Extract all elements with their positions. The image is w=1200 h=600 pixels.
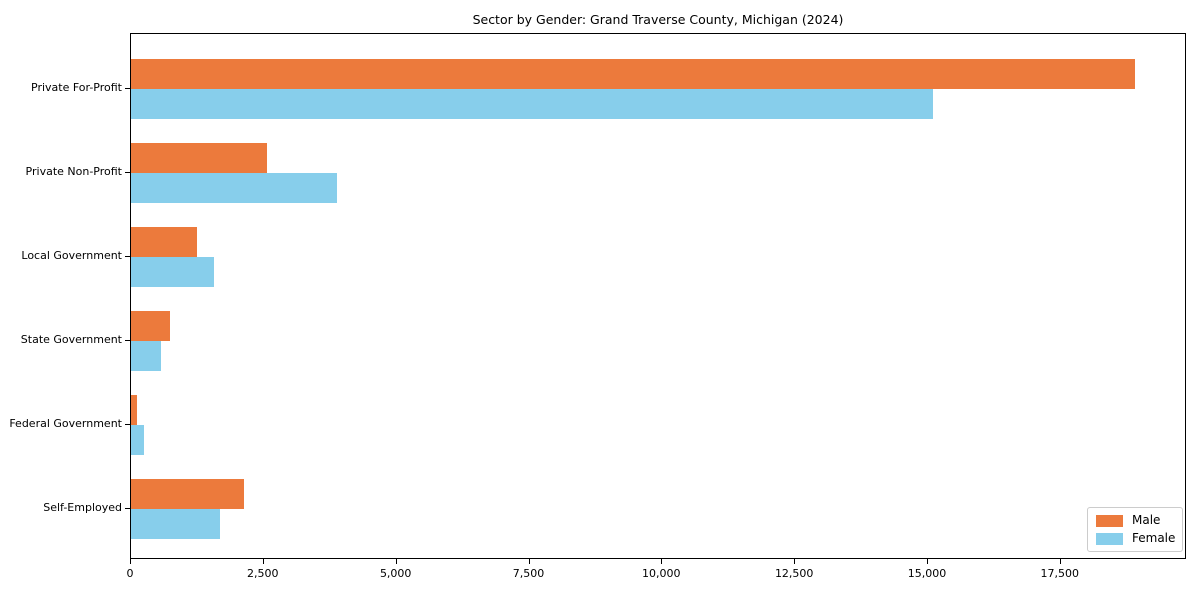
x-tick-label-12500: 12,500 [774,567,814,580]
bar-female-local-government [131,257,214,287]
legend-swatch-female [1096,532,1123,545]
bar-male-federal-government [131,395,137,425]
legend-entry-male: Male [1096,514,1174,527]
bar-female-state-government [131,341,161,371]
bar-male-private-for-profit [131,59,1136,89]
y-tick-label-private-non-profit: Private Non-Profit [25,165,122,178]
y-tick-mark [125,508,130,509]
y-tick-label-local-government: Local Government [21,249,122,262]
y-tick-mark [125,88,130,89]
bar-female-federal-government [131,425,144,455]
bar-female-private-for-profit [131,89,934,119]
x-tick-mark [1059,559,1061,564]
legend: Male Female [1087,507,1183,552]
plot-area [130,33,1186,559]
y-tick-label-federal-government: Federal Government [9,417,122,430]
x-tick-label-2500: 2,500 [247,567,279,580]
y-tick-label-self-employed: Self-Employed [43,501,122,514]
x-tick-mark [130,559,131,564]
legend-entry-female: Female [1096,531,1176,545]
x-tick-label-15000: 15,000 [907,567,947,580]
y-tick-mark [125,172,130,173]
legend-label-female: Female [1132,531,1176,545]
y-tick-mark [125,340,130,341]
x-tick-mark [528,559,530,564]
x-tick-mark [395,559,397,564]
bar-male-self-employed [131,479,244,509]
bar-male-local-government [131,227,197,257]
x-tick-label-10000: 10,000 [642,567,681,580]
x-tick-label-7500: 7,500 [512,567,545,580]
chart-title: Sector by Gender: Grand Traverse County,… [472,12,844,27]
y-tick-label-state-government: State Government [20,333,122,346]
x-tick-mark [661,559,663,564]
y-tick-mark [125,424,130,425]
bar-male-private-non-profit [131,143,267,173]
x-tick-label-17500: 17,500 [1040,567,1080,580]
bar-male-state-government [131,311,170,341]
legend-swatch-male [1096,514,1123,527]
y-tick-label-private-for-profit: Private For-Profit [31,81,122,94]
x-tick-mark [794,559,796,564]
x-tick-label-5000: 5,000 [379,567,412,580]
y-tick-mark [125,256,130,257]
legend-label-male: Male [1132,513,1161,527]
x-tick-mark [262,559,264,564]
x-tick-mark [927,559,928,564]
bar-female-self-employed [131,509,220,539]
x-tick-label-0: 0 [126,567,134,580]
bar-female-private-non-profit [131,173,338,203]
